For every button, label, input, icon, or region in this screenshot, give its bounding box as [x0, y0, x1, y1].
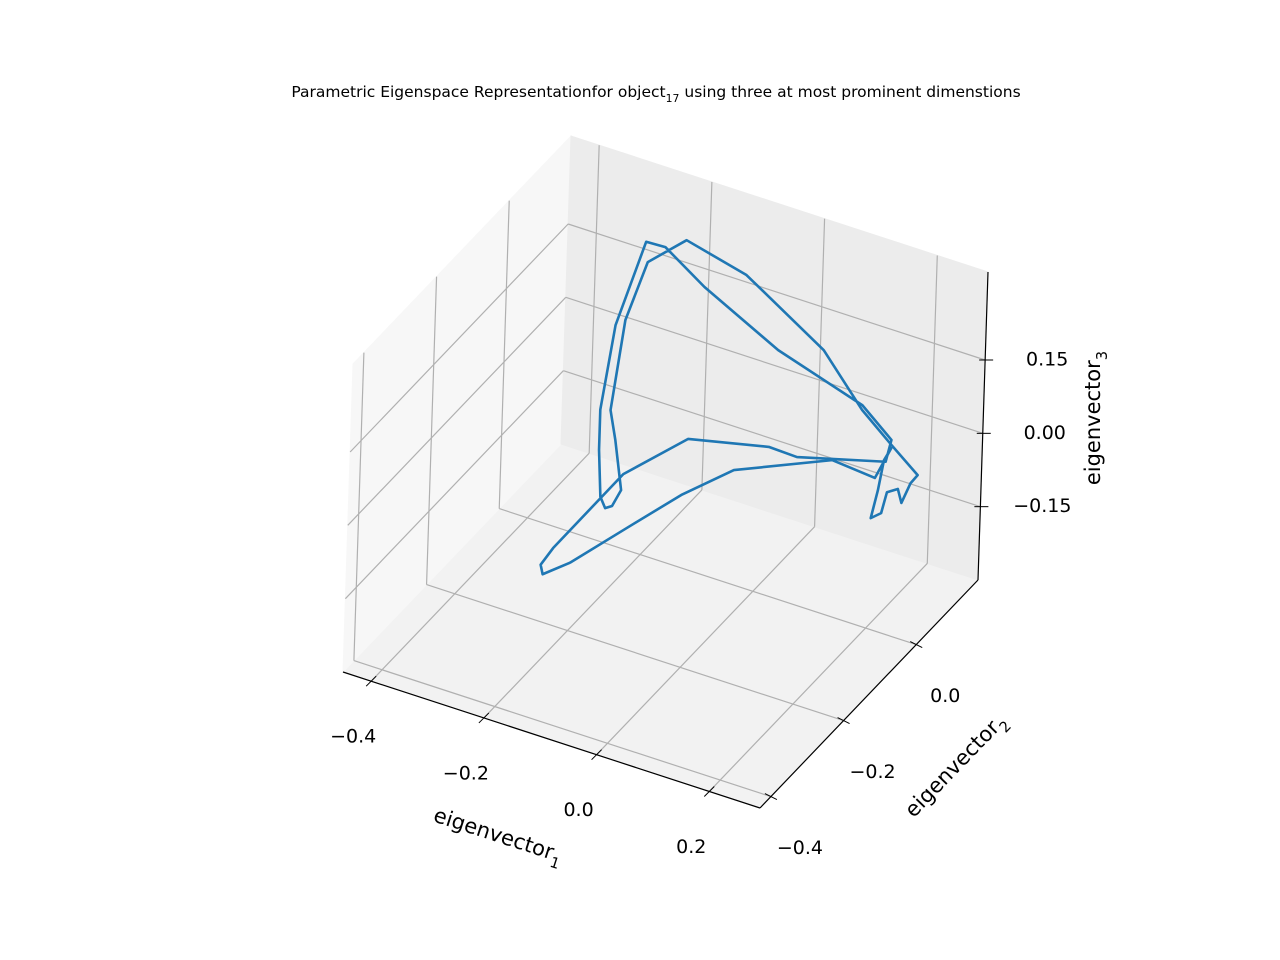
y-axis-line	[759, 579, 979, 809]
x-axis-label-part: eigenvector	[431, 803, 558, 865]
grid-line	[498, 200, 510, 509]
z-tick-label: 0.00	[1024, 422, 1066, 444]
grid-line	[426, 584, 844, 722]
x-tick-label: −0.4	[330, 726, 376, 748]
z-tick-label: −0.15	[1013, 495, 1071, 517]
grid-line	[596, 526, 816, 756]
grid-line	[701, 181, 713, 490]
x-tick-label: 0.0	[563, 799, 593, 821]
z-axis-label-part: eigenvector	[1081, 360, 1105, 485]
grid-line	[425, 276, 438, 585]
grid-line	[344, 370, 564, 600]
y-axis-label-part: eigenvector	[900, 715, 1004, 822]
grid-line	[588, 145, 600, 454]
x-tick-label: −0.2	[443, 762, 489, 784]
grid-line	[483, 489, 703, 719]
grid-line	[926, 255, 938, 564]
z-axis-label-part: 3	[1094, 351, 1111, 360]
grid-line	[567, 223, 986, 361]
data-line	[539, 238, 919, 576]
z-tick-label: 0.15	[1026, 349, 1068, 371]
z-axis-line	[977, 271, 989, 581]
chart-title-part: using three at most prominent dimenstion…	[679, 83, 1020, 101]
x-tick-label: 0.2	[676, 836, 706, 858]
x-axis-label: eigenvector1	[429, 803, 566, 873]
grid-line	[565, 296, 983, 434]
z-axis-label: eigenvector3	[1081, 351, 1111, 485]
chart-title: Parametric Eigenspace Representationfor …	[291, 83, 1020, 105]
y-tick-label: −0.4	[777, 837, 823, 859]
y-tick-label: −0.2	[849, 761, 895, 783]
y-axis-label: eigenvector2	[900, 709, 1015, 826]
grid-line	[353, 660, 772, 798]
grid-line	[708, 563, 928, 792]
grid-line	[347, 296, 567, 526]
grid-line	[349, 223, 569, 453]
grid-line	[370, 452, 590, 682]
x-axis-line	[342, 671, 761, 809]
grid-line	[353, 352, 365, 661]
grid-line	[813, 218, 826, 527]
y-tick-label: 0.0	[930, 685, 960, 707]
chart-title-part: 17	[666, 92, 680, 105]
chart-title-part: Parametric Eigenspace Representationfor …	[291, 83, 665, 101]
